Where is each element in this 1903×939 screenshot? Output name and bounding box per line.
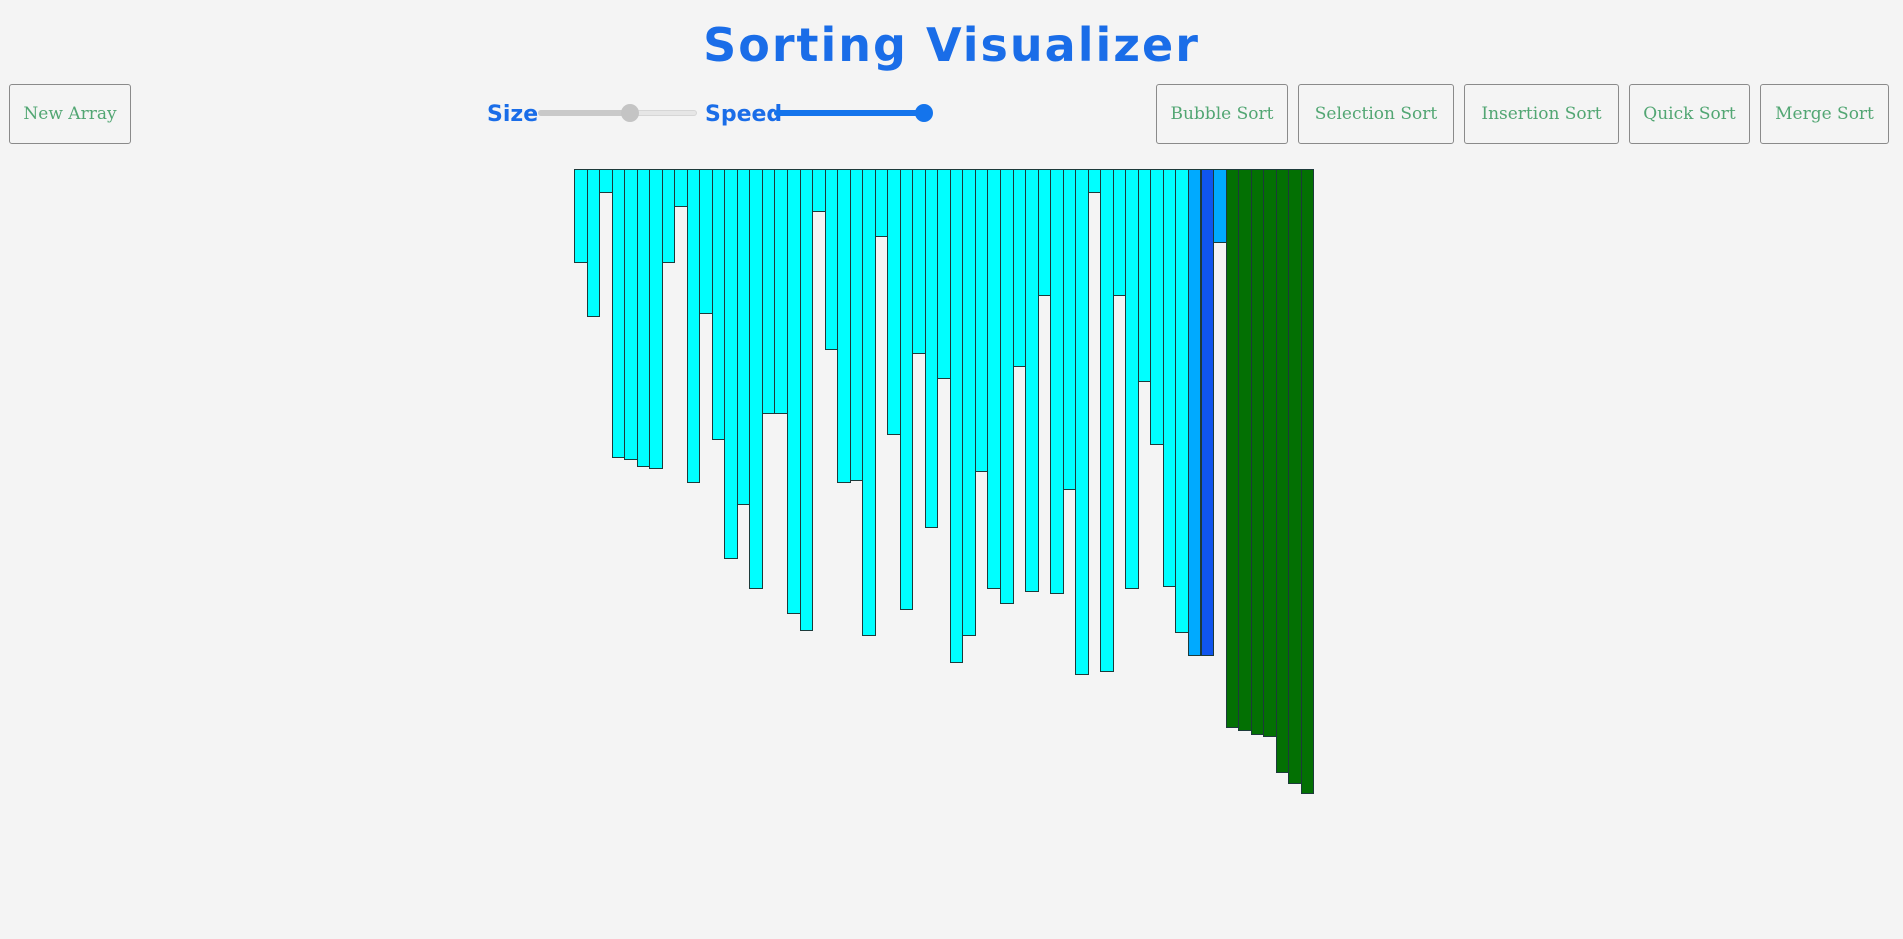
array-bar (1137, 169, 1152, 382)
array-bar (837, 169, 851, 483)
array-bar (1187, 169, 1202, 656)
size-slider-fill (538, 110, 630, 116)
array-bar (1050, 169, 1064, 594)
size-slider[interactable] (538, 104, 697, 122)
array-bar (912, 169, 926, 354)
array-bar (1175, 169, 1189, 633)
array-bar (1300, 169, 1315, 794)
array-bar (874, 169, 889, 237)
array-bar (799, 169, 814, 631)
selection-sort-button[interactable]: Selection Sort (1298, 84, 1454, 144)
array-bar (761, 169, 776, 414)
array-bar (1000, 169, 1014, 604)
array-bar (787, 169, 801, 614)
array-bar (724, 169, 738, 559)
new-array-button[interactable]: New Array (9, 84, 131, 144)
array-bar (711, 169, 726, 440)
array-bar (1225, 169, 1240, 728)
speed-slider-thumb[interactable] (915, 104, 933, 122)
array-bar (774, 169, 788, 414)
array-bar (1012, 169, 1027, 367)
merge-sort-button[interactable]: Merge Sort (1760, 84, 1889, 144)
array-bar (1125, 169, 1139, 589)
page-title: Sorting Visualizer (703, 18, 1200, 72)
array-bar (661, 169, 676, 263)
insertion-sort-button[interactable]: Insertion Sort (1464, 84, 1619, 144)
size-label: Size (487, 102, 539, 127)
array-bar (1087, 169, 1102, 193)
array-bar (586, 169, 601, 317)
array-bar (1263, 169, 1277, 737)
array-bar (1062, 169, 1077, 490)
array-bar (1100, 169, 1114, 672)
array-bar (924, 169, 939, 528)
array-bar (862, 169, 876, 636)
array-bar (849, 169, 864, 481)
array-bar (824, 169, 839, 350)
array-bar (974, 169, 989, 472)
array-bar (1275, 169, 1290, 773)
array-bar (1250, 169, 1265, 735)
array-bar (649, 169, 663, 469)
speed-label: Speed (705, 102, 783, 127)
array-bar (1288, 169, 1302, 784)
array-bar (962, 169, 976, 636)
array-bar (899, 169, 914, 610)
array-bars-chart (574, 169, 1324, 869)
array-bar (1200, 169, 1215, 656)
array-bar (1238, 169, 1252, 731)
speed-slider-fill (774, 110, 924, 116)
array-bar (686, 169, 701, 483)
array-bar (987, 169, 1001, 589)
size-slider-thumb[interactable] (621, 104, 639, 122)
array-bar (749, 169, 763, 589)
array-bar (937, 169, 951, 379)
array-bar (1162, 169, 1177, 587)
array-bar (1213, 169, 1227, 243)
array-bar (636, 169, 651, 467)
array-bar (1037, 169, 1052, 296)
array-bar (674, 169, 688, 207)
quick-sort-button[interactable]: Quick Sort (1629, 84, 1750, 144)
array-bar (887, 169, 901, 435)
array-bar (949, 169, 964, 663)
array-bar (1150, 169, 1164, 445)
array-bar (611, 169, 626, 458)
bubble-sort-button[interactable]: Bubble Sort (1156, 84, 1288, 144)
array-bar (1112, 169, 1127, 296)
array-bar (1075, 169, 1089, 675)
array-bar (599, 169, 613, 193)
array-bar (812, 169, 826, 212)
array-bar (574, 169, 588, 263)
array-bar (1025, 169, 1039, 592)
array-bar (736, 169, 751, 505)
array-bar (624, 169, 638, 460)
array-bar (699, 169, 713, 314)
speed-slider[interactable] (774, 104, 933, 122)
